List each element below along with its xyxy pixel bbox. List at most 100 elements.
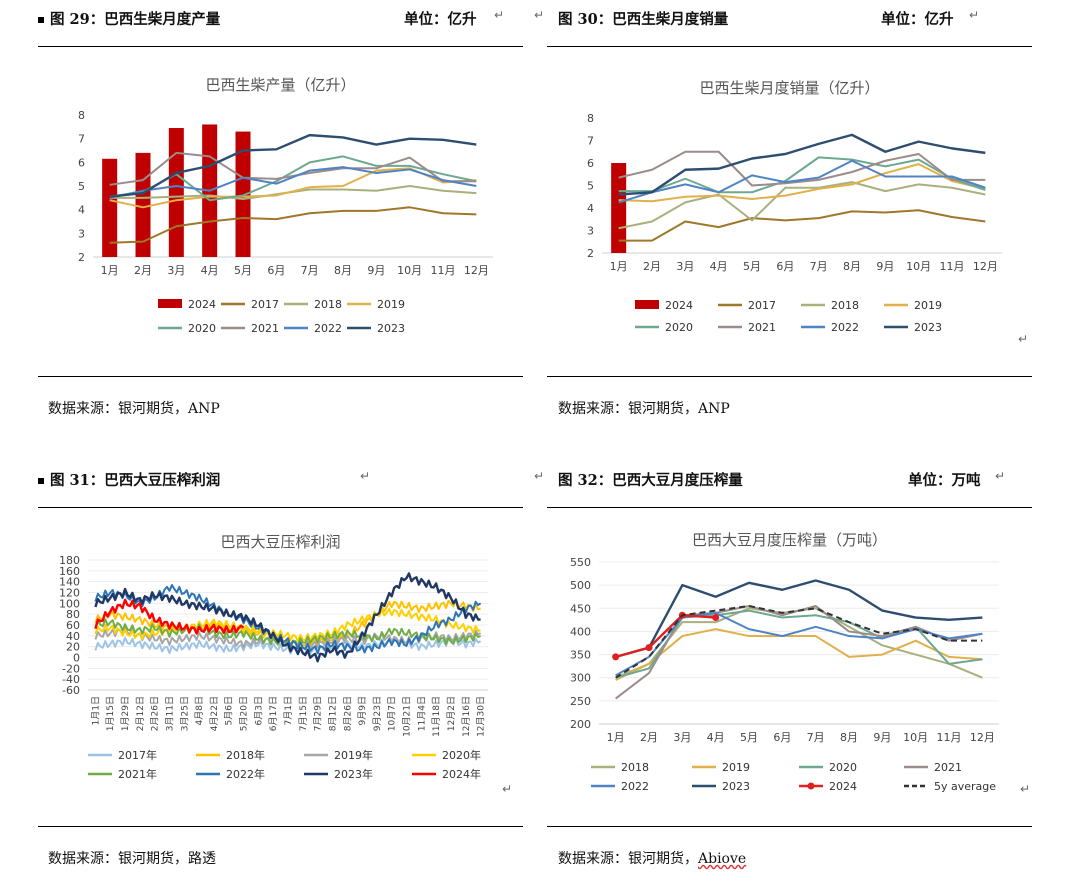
x-tick-label: 3月25日 — [179, 696, 190, 731]
return-mark-icon: ↵ — [1020, 782, 1031, 796]
series-line-2023 — [615, 579, 983, 659]
x-tick-label: 12月2日 — [446, 696, 457, 731]
series-line-2022 — [109, 166, 477, 199]
series-line-2019 — [618, 163, 986, 203]
point-2024 — [712, 614, 720, 622]
x-tick-label: 10月 — [397, 264, 422, 277]
legend-label-2022: 2022 — [314, 322, 342, 335]
panel4-title: 图 32：巴西大豆月度压榨量 — [558, 472, 743, 489]
x-tick-label: 7月 — [810, 260, 828, 273]
y-tick-label: 180 — [59, 554, 80, 567]
y-tick-label: 7 — [587, 135, 594, 148]
x-tick-label: 12月 — [970, 731, 995, 744]
legend-label-2018: 2018 — [621, 761, 649, 774]
x-tick-label: 9月 — [873, 731, 891, 744]
legend-label-2019: 2019 — [377, 298, 405, 311]
y-tick-label: 0 — [73, 652, 80, 665]
legend-label-2023年: 2023年 — [334, 767, 373, 781]
series-line-2021 — [618, 150, 986, 187]
series-line-2022 — [615, 611, 983, 677]
x-tick-label: 8月12日 — [327, 696, 338, 731]
legend-label-2019: 2019 — [722, 761, 750, 774]
x-tick-label: 2月 — [134, 264, 152, 277]
x-tick-label: 8月 — [843, 260, 861, 273]
x-tick-label: 6月 — [776, 260, 794, 273]
bar-2024 — [135, 152, 151, 257]
divider — [547, 46, 1032, 47]
legend-label-2020: 2020 — [829, 761, 857, 774]
return-mark-icon: ↵ — [494, 8, 505, 22]
x-tick-label: 9月9日 — [357, 696, 368, 725]
point-2024 — [612, 653, 620, 661]
panel4-source-prefix: 数据来源：银河期货， — [558, 851, 698, 867]
x-tick-label: 6月 — [773, 731, 791, 744]
x-tick-label: 2月 — [640, 731, 658, 744]
bar-2024 — [235, 131, 251, 257]
x-tick-label: 5月 — [743, 260, 761, 273]
x-tick-label: 8月 — [334, 264, 352, 277]
x-tick-label: 11月4日 — [416, 696, 427, 731]
chart-title: 巴西大豆压榨利润 — [220, 533, 340, 551]
legend-label-2017: 2017 — [251, 298, 279, 311]
divider — [547, 826, 1032, 827]
x-tick-label: 11月 — [940, 260, 965, 273]
x-tick-label: 12月 — [464, 264, 489, 277]
x-tick-label: 3月 — [673, 731, 691, 744]
legend-label-2021年: 2021年 — [118, 767, 157, 781]
panel4-unit: 单位：万吨 — [908, 472, 981, 489]
legend-label-2020年: 2020年 — [442, 748, 481, 762]
return-mark-icon: ↵ — [969, 8, 980, 22]
x-tick-label: 5月20日 — [239, 696, 250, 731]
y-tick-label: 60 — [66, 619, 80, 632]
x-tick-label: 7月 — [301, 264, 319, 277]
legend-label-2021: 2021 — [934, 761, 962, 774]
y-tick-label: 7 — [78, 133, 85, 146]
x-tick-label: 3月 — [676, 260, 694, 273]
legend-label-2021: 2021 — [251, 322, 279, 335]
y-tick-label: 2 — [587, 247, 594, 260]
series-line-2023 — [618, 133, 986, 196]
series-line-2017 — [109, 206, 477, 244]
legend-label-5y average: 5y average — [934, 780, 996, 793]
series-line-2021 — [109, 151, 477, 186]
y-tick-label: 8 — [78, 109, 85, 122]
x-tick-label: 4月 — [710, 260, 728, 273]
x-tick-label: 7月1日 — [283, 696, 294, 725]
y-tick-label: 400 — [570, 625, 591, 638]
series-line-2020 — [615, 609, 983, 679]
return-mark-icon: ↵ — [502, 782, 513, 796]
x-tick-label: 11月18日 — [431, 696, 442, 737]
legend-label-2022: 2022 — [621, 780, 649, 793]
legend-label-2023: 2023 — [377, 322, 405, 335]
panel2-unit: 单位：亿升 — [881, 11, 954, 28]
panel1-title: 图 29：巴西生柴月度产量 — [38, 8, 220, 29]
x-tick-label: 5月6日 — [224, 696, 235, 725]
y-tick-label: 4 — [78, 204, 85, 217]
series-line-2023 — [109, 133, 477, 198]
y-tick-label: -60 — [62, 684, 80, 697]
x-tick-label: 3月11日 — [164, 696, 175, 731]
legend-label-2024: 2024 — [829, 780, 857, 793]
legend-label-2019: 2019 — [914, 299, 942, 312]
legend-label-2020: 2020 — [188, 322, 216, 335]
x-tick-label: 8月 — [840, 731, 858, 744]
x-tick-label: 2月12日 — [135, 696, 146, 731]
divider — [547, 376, 1032, 377]
chart-title: 巴西生柴月度销量（亿升） — [699, 79, 879, 97]
y-tick-label: 5 — [78, 180, 85, 193]
panel1-unit: 单位：亿升 — [404, 11, 477, 28]
panel4-source-suffix: Abiove — [698, 851, 747, 867]
x-tick-label: 5月 — [234, 264, 252, 277]
x-tick-label: 2月 — [643, 260, 661, 273]
y-tick-label: 3 — [78, 227, 85, 240]
y-tick-label: 500 — [570, 579, 591, 592]
legend-label-2018: 2018 — [314, 298, 342, 311]
x-tick-label: 4月 — [201, 264, 219, 277]
x-tick-label: 10月 — [903, 731, 928, 744]
y-tick-label: 80 — [66, 608, 80, 621]
series-line-2021 — [615, 604, 983, 700]
y-tick-label: -20 — [62, 662, 80, 675]
panel1-source: 数据来源：银河期货，ANP — [48, 401, 220, 417]
y-tick-label: 4 — [587, 202, 594, 215]
bar-2024 — [611, 163, 627, 253]
